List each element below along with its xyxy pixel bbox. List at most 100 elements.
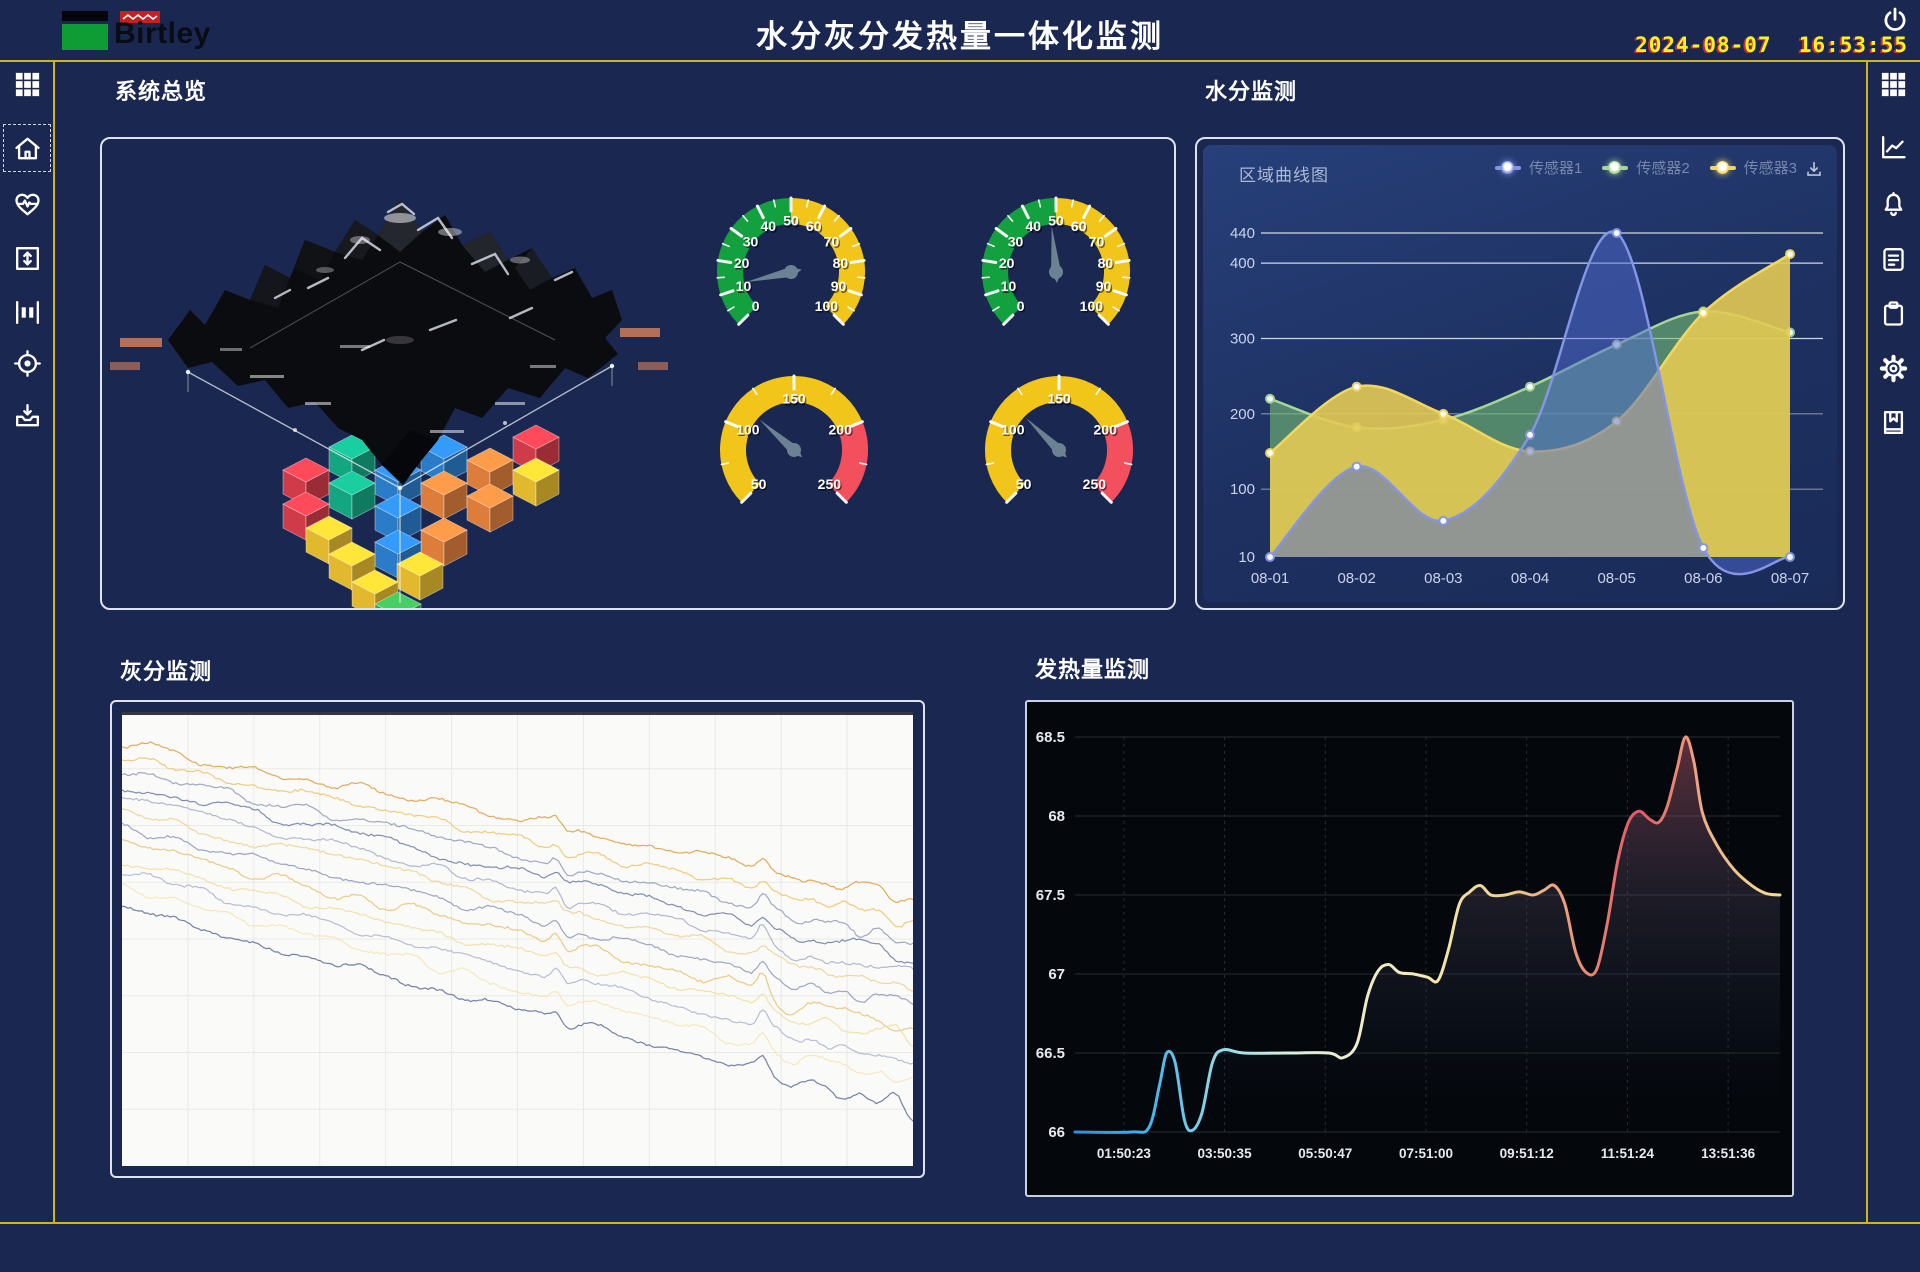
svg-text:100: 100: [1002, 423, 1026, 439]
svg-text:20: 20: [735, 256, 751, 272]
svg-text:08-05: 08-05: [1597, 570, 1635, 587]
power-icon[interactable]: [1880, 5, 1910, 35]
heart-pulse-icon[interactable]: [7, 184, 47, 224]
svg-text:60: 60: [1072, 220, 1088, 236]
svg-text:05:50:47: 05:50:47: [1298, 1146, 1352, 1161]
svg-text:60: 60: [1071, 218, 1087, 234]
svg-text:60: 60: [806, 218, 822, 234]
download-icon[interactable]: [1803, 159, 1825, 181]
svg-text:100: 100: [737, 423, 761, 439]
inbox-download-icon[interactable]: [7, 395, 47, 435]
svg-text:08-07: 08-07: [1771, 570, 1809, 587]
page-title: 水分灰分发热量一体化监测: [756, 19, 1164, 54]
gauge-ash-2: 50 50 100 100 150 150 200 200 250 250: [971, 366, 1147, 518]
svg-text:70: 70: [1090, 235, 1106, 251]
svg-text:10: 10: [736, 278, 752, 294]
moisture-chart-card: 10 100 200 300 400 440 08-01 08-02 08-03 08-04 08-…: [1203, 145, 1837, 602]
svg-text:13:51:36: 13:51:36: [1701, 1146, 1756, 1161]
svg-text:20: 20: [734, 255, 750, 271]
moisture-panel: [1195, 137, 1845, 610]
app-header: Birtley 水分灰分发热量一体化监测 2024-08-07 16:53:55: [0, 0, 1920, 60]
moisture-chart-title: 区域曲线图: [1239, 166, 1329, 185]
legend-marker: [1494, 160, 1521, 174]
right-sidebar-divider: [1866, 62, 1868, 1222]
micro-label-marks: [110, 328, 668, 433]
svg-text:07:51:00: 07:51:00: [1399, 1146, 1453, 1161]
logo-text: Birtley: [114, 17, 211, 50]
overview-panel-title: 系统总览: [115, 79, 208, 104]
line-chart-icon[interactable]: [1873, 127, 1913, 167]
svg-text:300: 300: [1230, 330, 1255, 347]
svg-text:150: 150: [1047, 391, 1071, 407]
svg-text:100: 100: [1080, 298, 1104, 314]
calorific-line-chart: 66 66.5 67 67.5 68 68.5 01:50:23 03:50:35 05:50:…: [1036, 729, 1782, 1161]
svg-text:70: 70: [824, 233, 840, 249]
svg-text:0: 0: [1018, 300, 1026, 316]
svg-text:30: 30: [1008, 233, 1024, 249]
width-bars-icon[interactable]: [7, 292, 47, 332]
svg-text:250: 250: [1083, 476, 1107, 492]
bookmark-icon[interactable]: [1873, 402, 1913, 442]
home-icon[interactable]: [3, 124, 51, 172]
svg-text:67: 67: [1048, 966, 1065, 983]
gauge-moisture-2: 0 0 10 10 20 20 30 30 40 40 50 50 60 60 70 70 80 80 90 90 10…: [968, 188, 1144, 340]
svg-text:08-03: 08-03: [1424, 570, 1462, 587]
legend-item[interactable]: 传感器1: [1494, 157, 1582, 178]
left-sidebar-divider: [53, 62, 55, 1222]
svg-text:10: 10: [1238, 549, 1255, 566]
svg-text:50: 50: [751, 476, 767, 492]
gear-icon[interactable]: [1873, 348, 1913, 388]
ash-chart-area: [122, 712, 913, 1166]
bell-icon[interactable]: [1873, 184, 1913, 224]
legend-label: 传感器2: [1636, 160, 1690, 177]
svg-text:11:51:24: 11:51:24: [1601, 1146, 1655, 1161]
svg-text:200: 200: [1094, 422, 1118, 438]
clipboard-icon[interactable]: [1873, 293, 1913, 333]
legend-item[interactable]: 传感器2: [1602, 157, 1690, 178]
logo-green-block: [62, 24, 108, 50]
svg-text:100: 100: [736, 422, 760, 438]
time-text: 16:53:55: [1798, 33, 1908, 57]
svg-text:70: 70: [825, 235, 841, 251]
svg-text:08-04: 08-04: [1511, 570, 1549, 587]
svg-text:90: 90: [831, 278, 847, 294]
svg-text:09:51:12: 09:51:12: [1500, 1146, 1554, 1161]
apps-grid-icon[interactable]: [7, 64, 47, 104]
svg-text:66.5: 66.5: [1036, 1045, 1065, 1062]
svg-text:08-06: 08-06: [1684, 570, 1722, 587]
ash-panel: [110, 700, 925, 1178]
svg-text:80: 80: [1098, 255, 1114, 271]
gauge-moisture-1: 0 0 10 10 20 20 30 30 40 40 50 50 60 60 70 70 80 80 90 90 10…: [703, 188, 879, 340]
svg-text:200: 200: [1095, 423, 1119, 439]
svg-text:50: 50: [1048, 213, 1064, 229]
legend-label: 传感器3: [1743, 160, 1797, 177]
svg-text:0: 0: [753, 300, 761, 316]
svg-text:50: 50: [1050, 214, 1066, 230]
svg-text:250: 250: [819, 478, 843, 494]
birtley-logo: Birtley: [62, 8, 322, 54]
report-icon[interactable]: [1873, 239, 1913, 279]
overview-panel: [100, 137, 1176, 610]
svg-text:10: 10: [1002, 280, 1018, 296]
svg-text:10: 10: [737, 280, 753, 296]
svg-text:100: 100: [1081, 300, 1105, 316]
apps-grid-icon[interactable]: [1873, 64, 1913, 104]
svg-text:40: 40: [1026, 218, 1042, 234]
svg-text:440: 440: [1230, 225, 1255, 242]
height-arrows-icon[interactable]: [7, 238, 47, 278]
wireframe-lines: [185, 261, 615, 603]
svg-text:20: 20: [999, 255, 1015, 271]
svg-text:200: 200: [1230, 406, 1255, 423]
svg-text:03:50:35: 03:50:35: [1198, 1146, 1253, 1161]
target-icon[interactable]: [7, 343, 47, 383]
coal-3d-visualization: [110, 200, 668, 608]
svg-text:10: 10: [1001, 278, 1017, 294]
svg-text:66: 66: [1048, 1124, 1065, 1141]
date-text: 2024-08-07: [1635, 33, 1772, 57]
svg-text:100: 100: [1001, 422, 1025, 438]
legend-marker: [1602, 160, 1629, 174]
gauge-ash-1: 50 50 100 100 150 150 200 200 250 250: [706, 366, 882, 518]
legend-item[interactable]: 传感器3: [1709, 157, 1797, 178]
svg-text:100: 100: [816, 300, 840, 316]
svg-text:150: 150: [782, 391, 806, 407]
